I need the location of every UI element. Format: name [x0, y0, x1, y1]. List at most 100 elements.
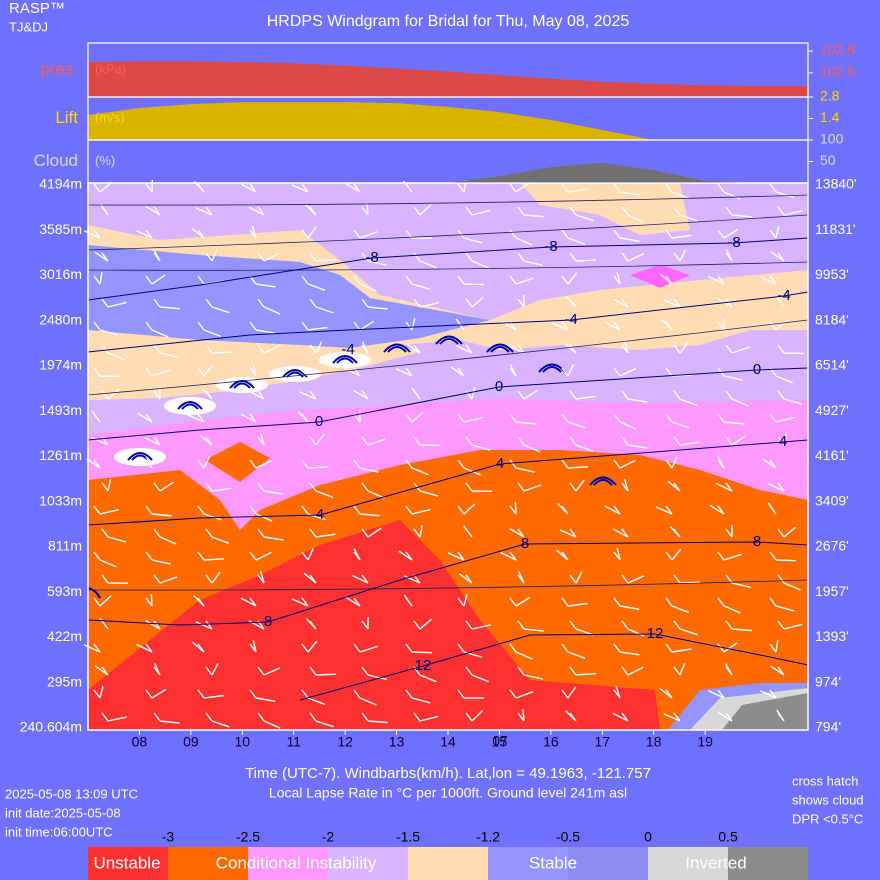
- wind-barb: [197, 689, 224, 699]
- wind-barb: [621, 574, 645, 584]
- wind-barb: [665, 597, 690, 614]
- panel-unit: (%): [95, 153, 115, 168]
- isotherm: [87, 237, 809, 301]
- wind-barb: [249, 363, 257, 377]
- wind-barb: [669, 526, 681, 538]
- wind-barb: [240, 183, 257, 193]
- wind-barb: [309, 341, 323, 354]
- wind-barb: [569, 666, 596, 676]
- wind-barb: [673, 574, 700, 584]
- wind-barb: [517, 571, 525, 584]
- wind-barb: [153, 386, 161, 400]
- wind-barb: [776, 709, 785, 722]
- wind-barb: [344, 367, 361, 377]
- wind-barb: [517, 206, 544, 218]
- x-tick-label: 11: [286, 734, 301, 750]
- wind-barb: [770, 665, 785, 676]
- wind-barb: [353, 459, 379, 473]
- wind-barb: [659, 687, 673, 699]
- wind-barb: [309, 298, 334, 314]
- wind-barb: [509, 364, 517, 377]
- wind-barb: [447, 551, 465, 561]
- wind-barb: [249, 321, 276, 334]
- wind-barb: [136, 229, 153, 239]
- isotherm-label: 12: [647, 625, 664, 642]
- wind-barb: [561, 229, 586, 246]
- y-level-label-right: 1957': [815, 583, 849, 599]
- wind-barb: [153, 249, 161, 262]
- wind-barb: [450, 366, 465, 377]
- brand: RASP™: [9, 0, 65, 17]
- wind-barb: [621, 620, 645, 637]
- x-tick-label: 09: [183, 734, 199, 750]
- wind-barb: [517, 620, 544, 632]
- wind-barb: [463, 525, 473, 538]
- wind-barb: [557, 503, 569, 515]
- wind-barb: [413, 252, 437, 269]
- wind-barb: [353, 643, 378, 653]
- wind-barb: [465, 386, 476, 400]
- wind-barb: [352, 574, 369, 584]
- wind-barb: [621, 252, 645, 262]
- wind-barb: [191, 227, 205, 239]
- panel-unit: (m/s): [95, 110, 125, 125]
- plot-area: [88, 183, 808, 730]
- wind-barb: [665, 548, 682, 561]
- wind-barb: [465, 296, 484, 308]
- wind-barb: [707, 689, 725, 699]
- wind-barb: [717, 413, 744, 425]
- isotherm-label: 4: [496, 455, 504, 472]
- y-level-label: 4194m: [39, 176, 82, 192]
- wind-barb: [153, 298, 180, 310]
- x-tick-label: 18: [646, 734, 662, 750]
- wind-barb: [197, 505, 222, 521]
- cloud: [114, 448, 166, 466]
- wind-barb: [770, 251, 785, 262]
- x-tick-label: 19: [697, 734, 713, 750]
- wind-barb: [725, 435, 746, 446]
- authors: TJ&DJ: [9, 19, 48, 34]
- wind-barb: [205, 298, 230, 314]
- wind-barb: [465, 436, 491, 451]
- wind-barb: [709, 504, 725, 515]
- y-level-label: 1033m: [39, 492, 82, 508]
- wind-barb: [769, 551, 796, 562]
- wind-barb: [301, 321, 328, 331]
- wind-barb: [777, 620, 803, 630]
- region: [205, 442, 270, 482]
- wind-barb: [509, 182, 530, 193]
- legend-tick-label: -1.5: [396, 829, 420, 845]
- wind-barb: [353, 389, 369, 400]
- wind-barb: [673, 249, 687, 262]
- isotherm-label: 8: [753, 533, 761, 550]
- wind-barb: [405, 689, 431, 704]
- isotherm-label: 4: [316, 506, 324, 523]
- legend-tick-label: -3: [162, 829, 175, 845]
- wind-barb: [613, 547, 621, 561]
- wind-barb: [613, 413, 637, 430]
- legend-category: Unstable: [93, 853, 160, 872]
- y-level-label: 3016m: [39, 266, 82, 282]
- run-info: init date:2025-05-08: [5, 805, 121, 820]
- wind-barb: [101, 478, 112, 492]
- wind-barb: [405, 275, 431, 290]
- wind-barb: [509, 596, 531, 607]
- x-tick-label: 17: [594, 734, 610, 750]
- wind-barb: [136, 643, 153, 653]
- wind-barb: [457, 593, 468, 607]
- wind-barb: [509, 275, 534, 285]
- wind-barb: [465, 710, 483, 722]
- wind-barb: [665, 456, 678, 469]
- wind-barb: [303, 572, 317, 584]
- wind-barb: [413, 524, 423, 538]
- wind-barb: [99, 203, 109, 216]
- wind-barb: [759, 689, 777, 699]
- wind-barb: [205, 344, 232, 354]
- y-level-label-right: 2676': [815, 538, 849, 554]
- wind-barb: [663, 712, 681, 722]
- legend-tick-label: -2.5: [236, 829, 260, 845]
- wind-barb: [561, 643, 586, 659]
- wind-barb: [413, 298, 439, 308]
- isotherm-label: 8: [264, 613, 272, 630]
- wind-barb: [145, 205, 161, 216]
